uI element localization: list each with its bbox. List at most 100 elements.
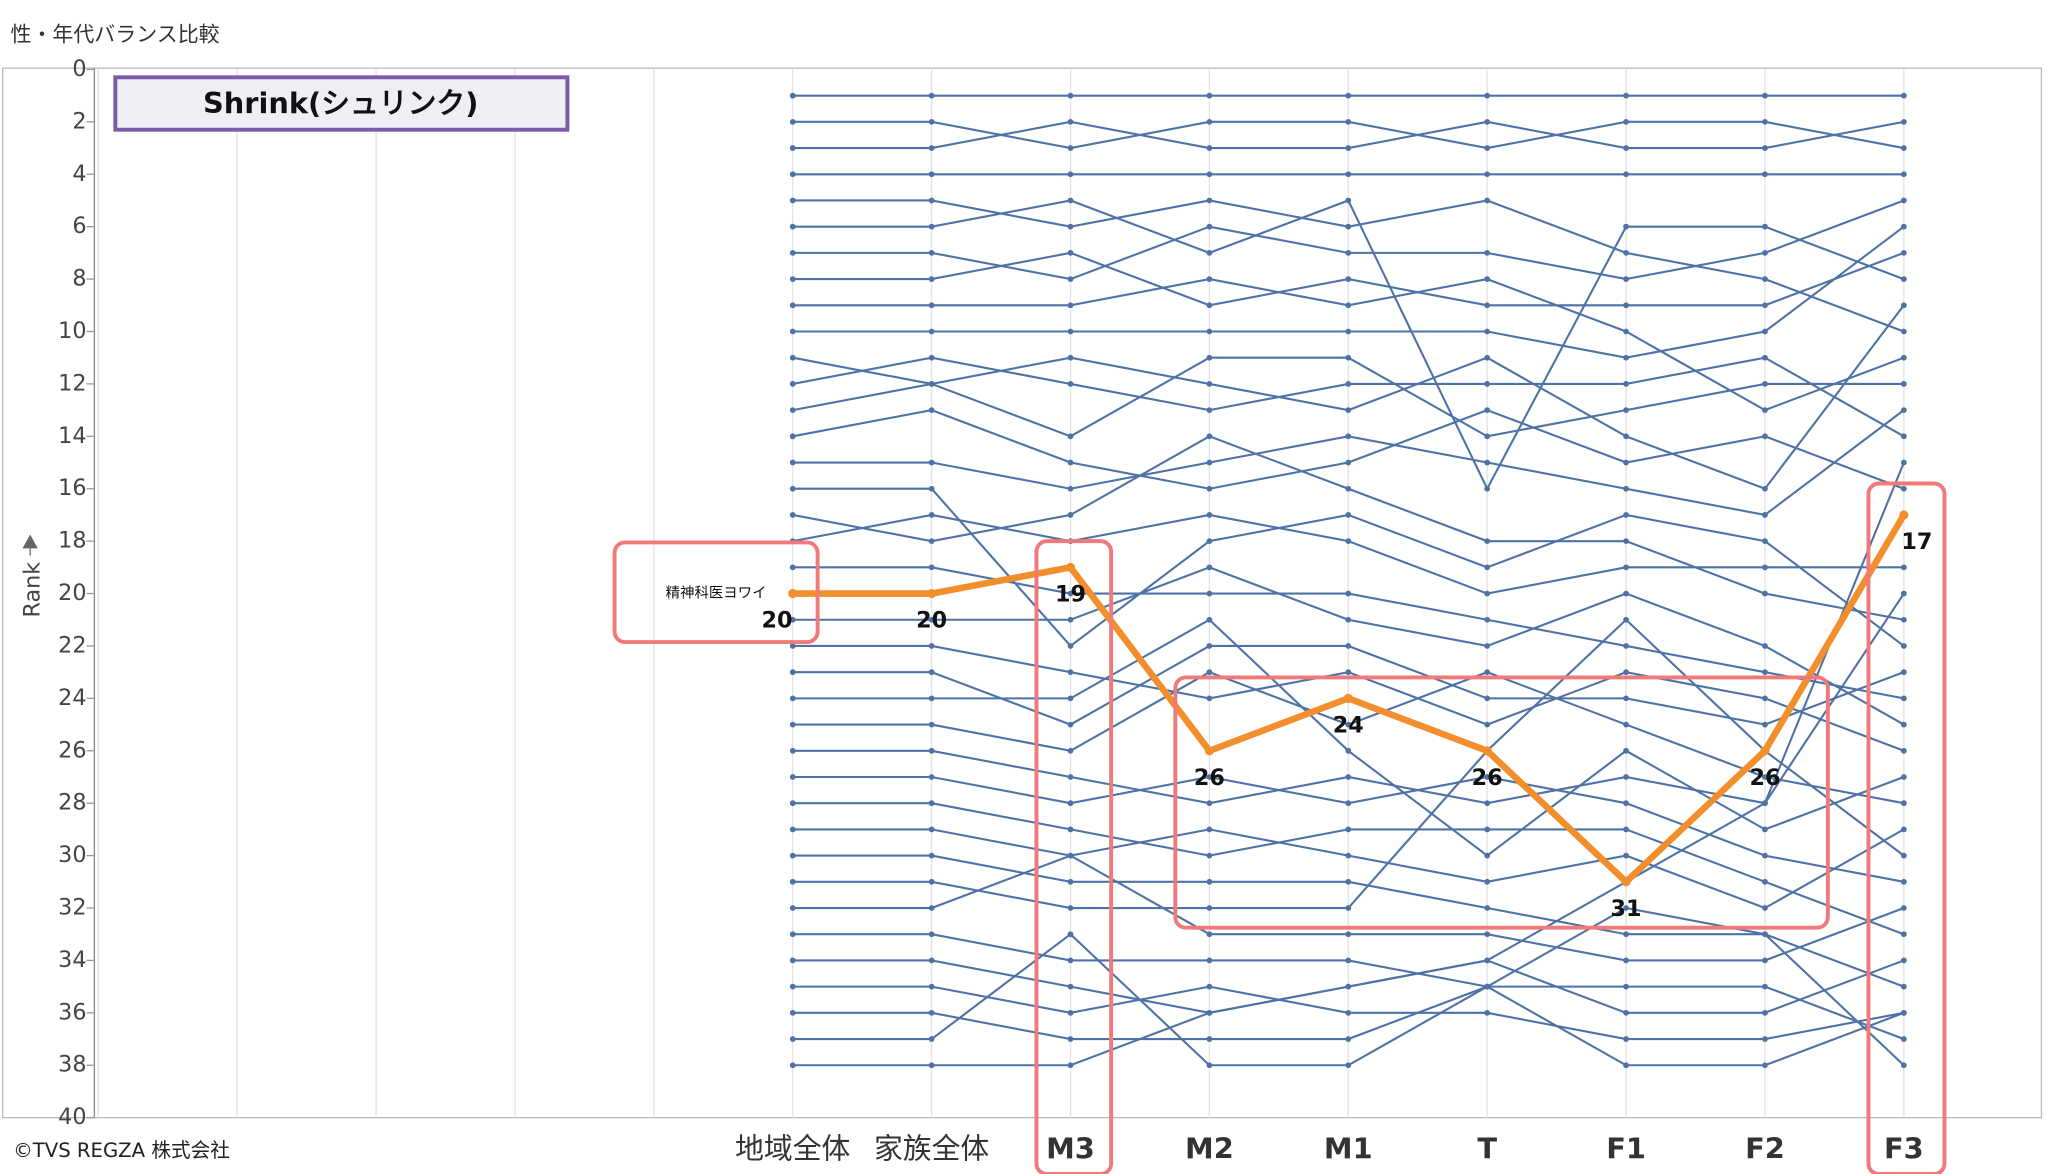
rank-point [1206, 957, 1213, 964]
rank-point [1067, 381, 1074, 387]
rank-point [1067, 931, 1074, 938]
rank-point [1206, 564, 1213, 571]
rank-point [789, 878, 796, 885]
rank-point [1067, 276, 1074, 282]
x-tick-label: F3 [1884, 1131, 1924, 1165]
y-tick-label: 22 [58, 632, 86, 658]
rank-point [1067, 616, 1074, 623]
rank-point [1762, 957, 1768, 964]
rank-point [789, 905, 796, 911]
rank-point [789, 774, 796, 780]
rank-point [1067, 957, 1074, 964]
rank-point [928, 407, 935, 413]
rank-point [1345, 1062, 1352, 1069]
rank-point [1762, 931, 1768, 938]
rank-point [1900, 905, 1907, 911]
y-tick-label: 26 [58, 737, 86, 763]
rank-point [1623, 145, 1629, 151]
rank-point [1900, 433, 1907, 440]
rank-point [1206, 328, 1213, 335]
rank-point [1345, 826, 1352, 833]
rank-point [1762, 643, 1768, 649]
rank-point [1067, 826, 1074, 833]
rank-point [1067, 643, 1074, 649]
source: ©TVS REGZA 株式会社 [13, 1139, 230, 1162]
rank-point [928, 800, 935, 807]
rank-point [1762, 302, 1768, 309]
rank-point [1484, 643, 1491, 649]
rank-point [789, 171, 796, 178]
rank-point [928, 276, 935, 282]
rank-point [1206, 774, 1213, 780]
rank-point [1484, 302, 1491, 309]
rank-point [1900, 407, 1907, 413]
rank-point [1900, 590, 1907, 597]
rank-point [1067, 800, 1074, 807]
rank-point [1484, 774, 1491, 780]
rank-point [1900, 800, 1907, 807]
rank-point [1206, 590, 1213, 597]
rank-point [1623, 721, 1629, 728]
rank-point [1484, 957, 1491, 964]
rank-point [789, 721, 796, 728]
rank-point [1345, 878, 1352, 885]
rank-point [1762, 983, 1768, 990]
value-label: 19 [1055, 581, 1086, 607]
rank-point [1484, 92, 1491, 99]
rank-point [928, 669, 935, 676]
rank-point [1484, 354, 1491, 361]
rank-point [928, 616, 935, 623]
rank-point [1623, 485, 1629, 492]
rank-point [789, 1009, 796, 1016]
rank-point [1484, 616, 1491, 623]
rank-point [928, 564, 935, 571]
rank-point [1345, 616, 1352, 623]
rank-point [928, 459, 935, 466]
rank-point [1206, 407, 1213, 413]
rank-point [1623, 459, 1629, 466]
rank-point [1762, 328, 1768, 335]
rank-point [1900, 878, 1907, 885]
rank-point [1623, 328, 1629, 335]
rank-point [928, 721, 935, 728]
rank-point [928, 381, 935, 387]
rank-point [1067, 774, 1074, 780]
rank-point [1206, 1036, 1213, 1042]
rank-point [1762, 826, 1768, 833]
rank-point [1623, 118, 1629, 125]
rank-point [1345, 512, 1352, 518]
rank-point [928, 931, 935, 938]
rank-point [1345, 957, 1352, 964]
rank-point [1762, 695, 1768, 702]
rank-point [928, 695, 935, 702]
pin-icon [22, 534, 38, 556]
rank-point [1762, 774, 1768, 780]
rank-point [1345, 931, 1352, 938]
rank-point [1345, 459, 1352, 466]
rank-point [1345, 249, 1352, 256]
rank-point [1206, 354, 1213, 361]
rank-point [1900, 223, 1907, 230]
rank-point [1900, 276, 1907, 282]
rank-point [1900, 171, 1907, 178]
marks: 20 20 19 26 24 26 31 26 17 精神科医ヨワイ [666, 92, 1932, 1069]
rank-point [789, 983, 796, 990]
rank-point [1345, 983, 1352, 990]
rank-point [789, 354, 796, 361]
rank-point [1900, 826, 1907, 833]
rank-point [1623, 1009, 1629, 1016]
rank-point [1345, 276, 1352, 282]
value-label: 26 [1749, 765, 1780, 791]
rank-point [1900, 328, 1907, 335]
rank-point [1623, 800, 1629, 807]
rank-point [1345, 747, 1352, 754]
rank-point [1899, 510, 1909, 520]
rank-point [928, 197, 935, 204]
rank-point [789, 328, 796, 335]
rank-point [1484, 852, 1491, 859]
rank-point [1345, 905, 1352, 911]
rank-point [1067, 1062, 1074, 1069]
rank-point [1900, 1062, 1907, 1069]
rank-point [1345, 328, 1352, 335]
rank-point [1900, 721, 1907, 728]
